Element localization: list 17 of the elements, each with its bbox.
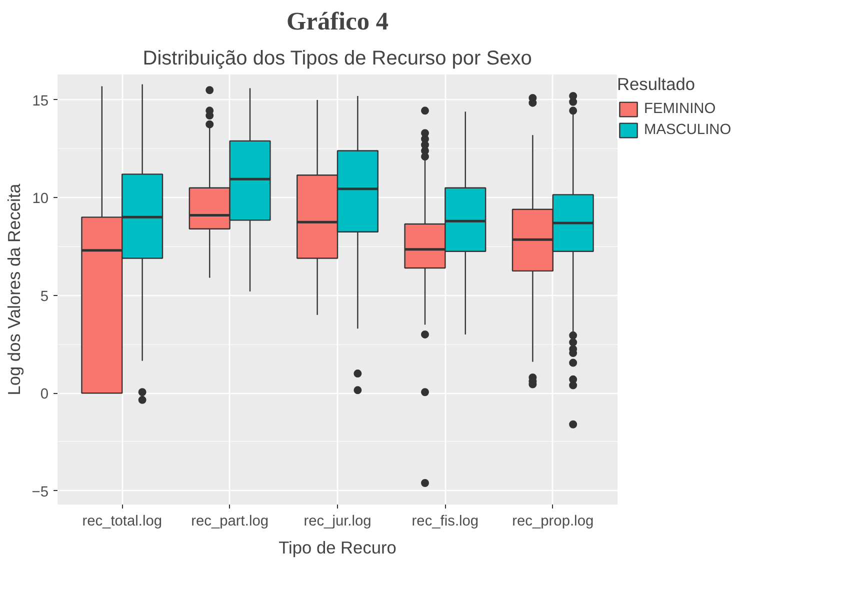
legend-label: MASCULINO bbox=[644, 122, 732, 138]
y-axis-title: Log dos Valores da Receita bbox=[4, 183, 24, 396]
y-tick-label: 0 bbox=[40, 386, 49, 403]
x-tick-label: rec_jur.log bbox=[304, 514, 372, 530]
legend-label: FEMININO bbox=[644, 101, 716, 117]
x-tick-label: rec_fis.log bbox=[412, 514, 479, 530]
y-tick-label: −5 bbox=[32, 484, 49, 500]
legend-title: Resultado bbox=[617, 74, 696, 95]
y-tick-label: 10 bbox=[32, 191, 49, 208]
x-tick-label: rec_prop.log bbox=[512, 514, 594, 530]
y-tick-label: 5 bbox=[40, 288, 49, 305]
x-axis-title: Tipo de Recuro bbox=[278, 538, 396, 558]
chart-subtitle: Distribuição dos Tipos de Recurso por Sexo bbox=[142, 48, 532, 70]
x-tick-label: rec_total.log bbox=[82, 514, 162, 530]
x-tick-label: rec_part.log bbox=[191, 514, 269, 530]
chart-title: Gráfico 4 bbox=[286, 8, 389, 36]
y-tick-label: 15 bbox=[32, 93, 49, 110]
